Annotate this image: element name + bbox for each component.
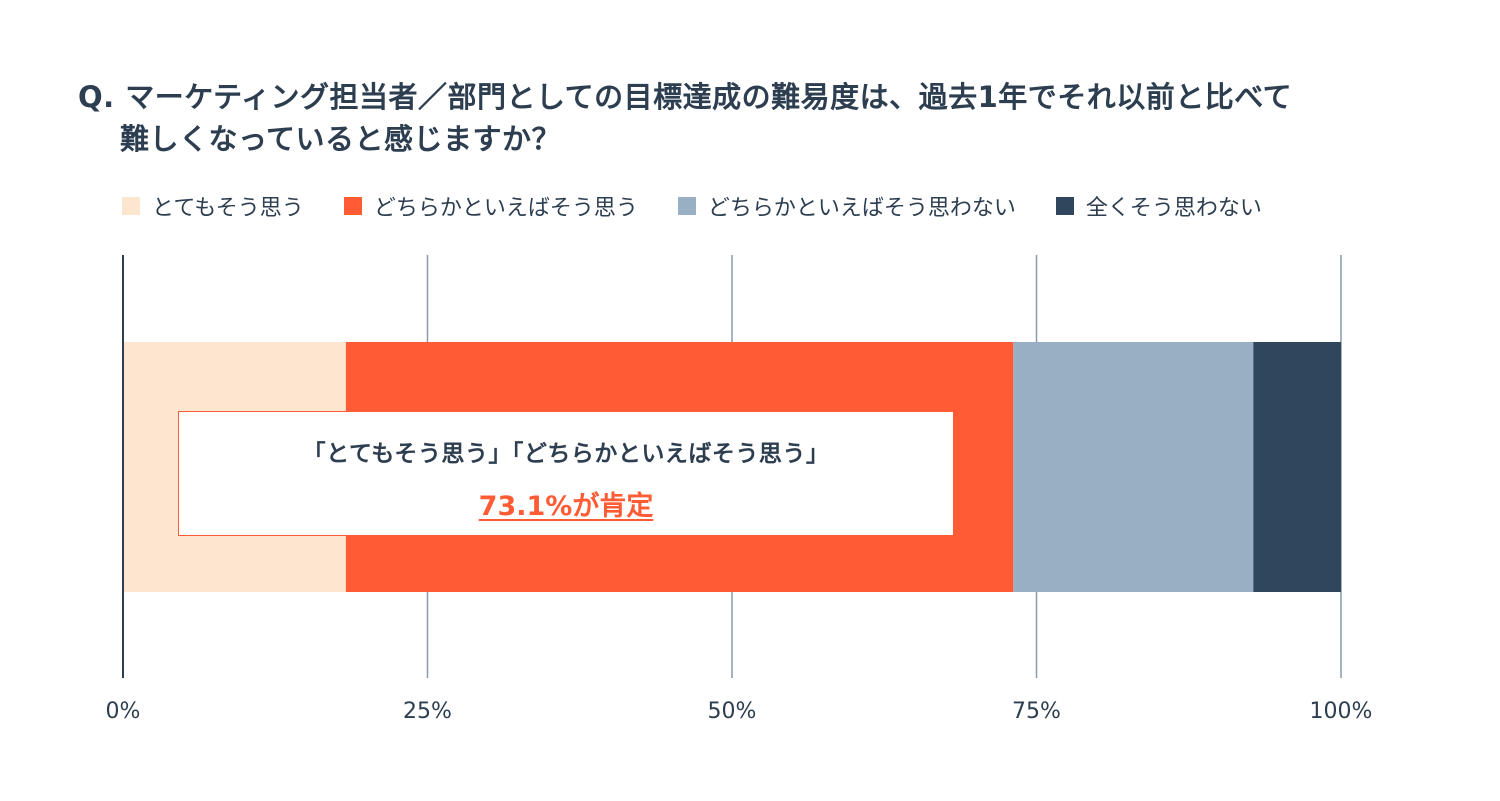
legend-item-1: とてもそう思う bbox=[122, 190, 304, 222]
legend-label-2: どちらかといえばそう思う bbox=[373, 196, 638, 221]
legend-swatch-3 bbox=[677, 197, 696, 215]
callout-highlight: 73.1%が肯定 bbox=[478, 491, 654, 522]
x-tick-label-100: 100% bbox=[1310, 699, 1373, 724]
legend-swatch-4 bbox=[1055, 197, 1074, 215]
legend-swatch-2 bbox=[343, 197, 362, 215]
x-tick-label-75: 75% bbox=[1012, 699, 1061, 724]
legend-label-1: とてもそう思う bbox=[152, 196, 304, 221]
bar-segment-3 bbox=[1013, 342, 1254, 592]
x-tick-labels: 0% 25% 50% 75% 100% bbox=[106, 699, 1373, 724]
chart-title-line2: 難しくなっていると感じますか？ bbox=[120, 122, 562, 156]
legend-swatch-1 bbox=[122, 197, 140, 215]
legend-item-3: どちらかといえばそう思わない bbox=[677, 190, 1016, 222]
chart-title-line1: Q. マーケティング担当者／部門としての目標達成の難易度は、過去1年でそれ以前と… bbox=[78, 80, 1293, 114]
callout-heading: 「とてもそう思う」「どちらかといえばそう思う」 bbox=[302, 441, 830, 467]
legend-item-4: 全くそう思わない bbox=[1055, 190, 1262, 222]
legend: とてもそう思う どちらかといえばそう思う どちらかといえばそう思わない 全くそう… bbox=[122, 190, 1262, 222]
bar-segment-4 bbox=[1253, 342, 1341, 592]
x-tick-label-0: 0% bbox=[106, 699, 141, 724]
legend-label-3: どちらかといえばそう思わない bbox=[707, 196, 1016, 221]
x-tick-label-50: 50% bbox=[708, 699, 757, 724]
legend-item-2: どちらかといえばそう思う bbox=[343, 190, 638, 222]
callout-box: 「とてもそう思う」「どちらかといえばそう思う」 73.1%が肯定 bbox=[178, 411, 954, 536]
x-tick-label-25: 25% bbox=[403, 699, 452, 724]
chart-title: Q. マーケティング担当者／部門としての目標達成の難易度は、過去1年でそれ以前と… bbox=[78, 76, 1292, 160]
legend-label-4: 全くそう思わない bbox=[1085, 196, 1262, 221]
